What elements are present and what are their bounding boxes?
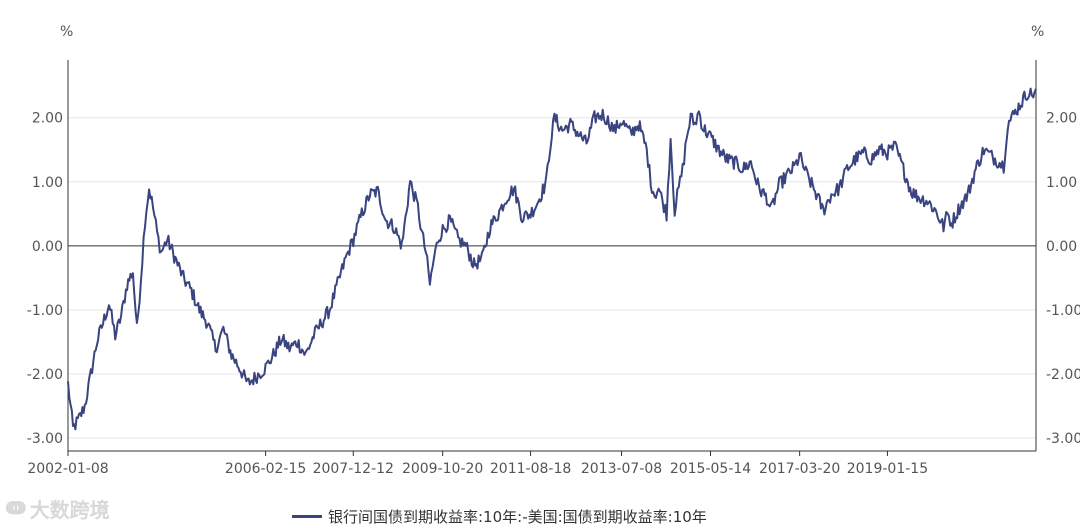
x-tick-label: 2015-05-14 (670, 461, 751, 477)
y-tick-label-left: 0.00 (32, 239, 63, 255)
gridlines (68, 117, 1036, 439)
y-tick-label-right: -2.00 (1046, 367, 1080, 383)
y-tick-label-left: -3.00 (27, 431, 63, 447)
x-tick-label: 2007-12-12 (313, 461, 394, 477)
x-tick-label: 2009-10-20 (402, 461, 483, 477)
x-tick-label: 2013-07-08 (581, 461, 662, 477)
watermark-logo: ↈ 大数跨境 (6, 494, 110, 523)
x-tick-label: 2011-08-18 (490, 461, 571, 477)
x-tick-label: 2006-02-15 (225, 461, 306, 477)
y-tick-label-right: 0.00 (1046, 239, 1077, 255)
y-tick-label-right: 2.00 (1046, 111, 1077, 127)
legend-label: 银行间国债到期收益率:10年:-美国:国债到期收益率:10年 (328, 508, 707, 526)
x-tick-label: 2017-03-20 (759, 461, 840, 477)
watermark-text: 大数跨境 (29, 498, 110, 522)
y-tick-label-left: 2.00 (32, 111, 63, 127)
axes: 2.00 2.00 1.00 1.00 0.00 0.00 -1.00 -1.00 -2.00 -… (27, 60, 1080, 477)
series-line (67, 87, 1037, 431)
y-tick-label-right: -3.00 (1046, 431, 1080, 447)
y-unit-right: % (1031, 24, 1044, 40)
watermark-icon: ↈ (6, 498, 26, 519)
y-tick-label-left: -2.00 (27, 367, 63, 383)
x-tick-label: 2019-01-15 (847, 461, 928, 477)
legend-swatch (292, 515, 322, 518)
y-tick-label-right: -1.00 (1046, 303, 1080, 319)
y-unit-left: % (60, 24, 73, 40)
x-tick-label: 2002-01-08 (27, 461, 108, 477)
y-tick-label-left: 1.00 (32, 175, 63, 191)
y-tick-label-left: -1.00 (27, 303, 63, 319)
series-layer (67, 87, 1037, 431)
y-tick-label-right: 1.00 (1046, 175, 1077, 191)
legend[interactable]: 银行间国债到期收益率:10年:-美国:国债到期收益率:10年 (292, 506, 707, 527)
